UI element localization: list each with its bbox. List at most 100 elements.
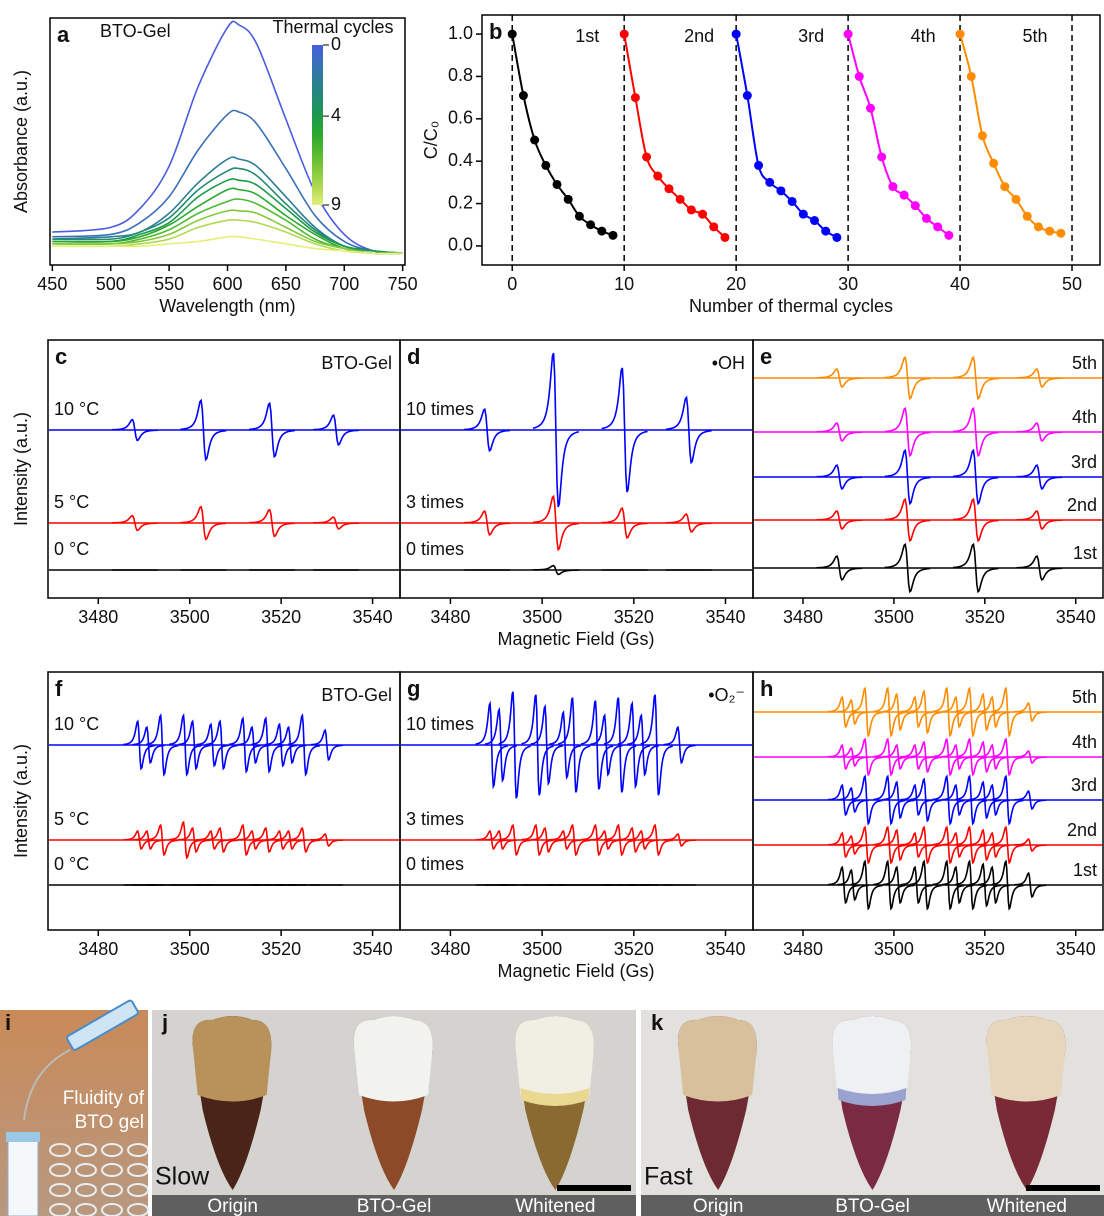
x-axis-label: Wavelength (nm) <box>159 296 295 316</box>
data-point <box>732 30 741 39</box>
x-tick-label: 20 <box>726 274 746 294</box>
epr-peak <box>666 514 712 532</box>
tooth-crown <box>515 1016 594 1102</box>
annotation: •O₂⁻ <box>708 685 745 705</box>
epr-peak <box>533 566 579 575</box>
series-label: 5th <box>1023 26 1048 46</box>
data-point <box>631 93 640 102</box>
epr-peak <box>1014 791 1046 809</box>
colorbar-tick-label: 0 <box>331 34 341 54</box>
epr-peak <box>817 465 862 489</box>
stage-label: Origin <box>207 1196 258 1216</box>
x-tick-label: 650 <box>271 274 301 294</box>
x-tick-label: 50 <box>1062 274 1082 294</box>
decay-line <box>848 34 949 235</box>
epr-peak <box>1017 423 1062 441</box>
axes-frame <box>400 340 753 598</box>
x-tick-label: 10 <box>614 274 634 294</box>
trace-label: 0 times <box>406 539 464 559</box>
tooth-crown <box>832 1016 911 1102</box>
trace-label: 5 °C <box>54 492 89 512</box>
data-point <box>888 182 897 191</box>
data-point <box>553 180 562 189</box>
y-tick-label: 0.2 <box>448 192 473 212</box>
x-tick-label: 3500 <box>522 607 562 627</box>
colorbar-tick-label: 4 <box>331 105 341 125</box>
vial-cap <box>6 1132 40 1142</box>
epr-peak <box>1017 465 1062 489</box>
speed-label: Slow <box>155 1163 210 1191</box>
x-tick-label: 3540 <box>705 607 745 627</box>
tooth-crown <box>193 1016 272 1102</box>
epr-peak <box>837 700 869 724</box>
x-tick-label: 550 <box>154 274 184 294</box>
data-point <box>821 227 830 236</box>
trace-label: 3rd <box>1071 775 1097 795</box>
speed-label: Fast <box>644 1163 693 1191</box>
panel-label: e <box>760 344 772 369</box>
data-point <box>967 72 976 81</box>
epr-peak <box>1014 839 1046 851</box>
epr-peak <box>549 831 581 849</box>
x-tick-label: 3540 <box>353 939 393 959</box>
data-point <box>832 233 841 242</box>
trace-label: 1st <box>1073 860 1097 880</box>
trace-label: 5th <box>1072 687 1097 707</box>
data-point <box>866 104 875 113</box>
trace-label: 3 times <box>406 809 464 829</box>
epr-peak <box>1017 556 1062 580</box>
decay-line <box>960 34 1061 233</box>
trace-label: 0 times <box>406 854 464 874</box>
x-tick-label: 3500 <box>522 939 562 959</box>
x-tick-label: 3480 <box>430 607 470 627</box>
annotation: BTO-Gel <box>321 685 392 705</box>
trace-label: 5 °C <box>54 809 89 829</box>
panel-label: b <box>489 19 502 44</box>
data-point <box>956 30 965 39</box>
x-tick-label: 3540 <box>1056 607 1096 627</box>
annotation: •OH <box>712 353 745 373</box>
annotation: BTO-Gel <box>321 353 392 373</box>
data-point <box>978 131 987 140</box>
data-point <box>508 30 517 39</box>
trace-label: 10 °C <box>54 399 99 419</box>
y-axis-label: C/C₀ <box>421 121 441 159</box>
y-tick-label: 0.8 <box>448 65 473 85</box>
data-point <box>743 91 752 100</box>
epr-peak <box>112 420 158 441</box>
epr-peak <box>112 516 158 531</box>
epr-peak <box>1017 369 1062 387</box>
spectrum-line <box>52 21 402 253</box>
epr-peak <box>197 831 229 849</box>
panel-label: j <box>161 1010 168 1035</box>
trace-label: 3 times <box>406 492 464 512</box>
epr-peak <box>464 511 510 535</box>
data-point <box>564 195 573 204</box>
y-tick-label: 0.6 <box>448 108 473 128</box>
data-point <box>720 233 729 242</box>
x-tick-label: 700 <box>329 274 359 294</box>
epr-peak <box>476 831 508 849</box>
colorbar <box>312 45 323 205</box>
series-label: 2nd <box>684 26 714 46</box>
y-axis-label: Intensity (a.u.) <box>11 412 31 526</box>
x-tick-label: 3520 <box>261 607 301 627</box>
data-point <box>900 191 909 200</box>
x-tick-label: 3480 <box>430 939 470 959</box>
data-point <box>676 195 685 204</box>
epr-peak <box>1014 873 1046 897</box>
panel: 3480350035203540h5th4th3rd2nd1st <box>753 672 1103 959</box>
spectrum-line <box>52 110 402 253</box>
epr-peak <box>817 511 862 529</box>
x-tick-label: 3520 <box>614 939 654 959</box>
epr-peak <box>901 745 933 769</box>
data-point <box>1056 229 1065 238</box>
axes-frame <box>482 15 1100 265</box>
y-tick-label: 0.4 <box>448 150 473 170</box>
trace-label: 4th <box>1072 407 1097 427</box>
data-point <box>642 152 651 161</box>
epr-peak <box>123 831 155 849</box>
data-point <box>653 172 662 181</box>
x-tick-label: 3520 <box>965 607 1005 627</box>
